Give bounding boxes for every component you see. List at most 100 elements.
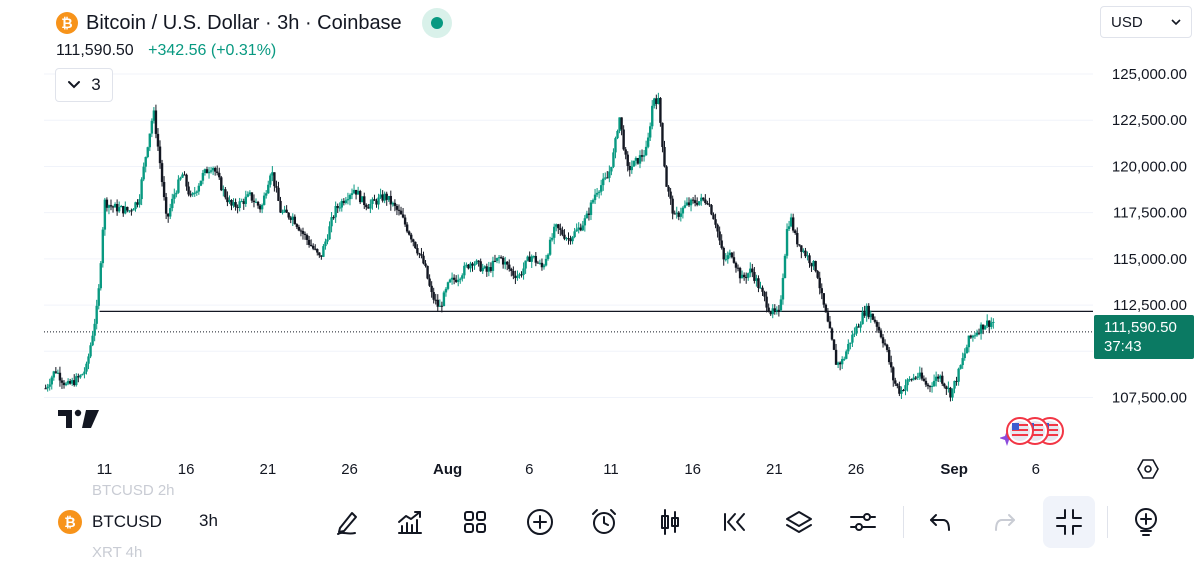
candle-body bbox=[693, 200, 697, 204]
indicators-toggle-button[interactable]: 3 bbox=[55, 68, 113, 102]
candle-body bbox=[941, 375, 944, 384]
ideas-bulb-icon bbox=[1135, 508, 1157, 536]
market-open-indicator[interactable] bbox=[421, 8, 452, 38]
candle-body bbox=[175, 192, 178, 195]
indicators-button[interactable] bbox=[390, 502, 430, 542]
candle-body bbox=[77, 376, 80, 378]
candle-body bbox=[826, 312, 830, 322]
candle-body bbox=[865, 305, 868, 316]
alert-button[interactable] bbox=[584, 502, 624, 542]
object-tree-button[interactable] bbox=[779, 502, 819, 542]
candle-body bbox=[158, 146, 162, 164]
ideas-button[interactable] bbox=[1126, 502, 1166, 542]
candle-body bbox=[738, 267, 742, 279]
symbol-search-button[interactable]: ₿ BTCUSD bbox=[58, 510, 162, 534]
candle-body bbox=[559, 228, 562, 230]
redo-button[interactable] bbox=[985, 502, 1025, 542]
candle-body bbox=[704, 199, 707, 203]
candle-body bbox=[287, 212, 290, 218]
candle-body bbox=[742, 274, 746, 278]
candle-body bbox=[391, 202, 395, 205]
candle-body bbox=[804, 250, 807, 257]
candle-body bbox=[387, 195, 390, 200]
candle-body bbox=[667, 186, 670, 192]
candle-body bbox=[928, 386, 932, 388]
candle-body bbox=[585, 213, 589, 219]
candle-body bbox=[967, 335, 971, 348]
tradingview-logo-icon[interactable] bbox=[58, 408, 100, 430]
candle-body bbox=[111, 206, 115, 208]
candle-body bbox=[301, 231, 305, 234]
candle-body bbox=[593, 194, 597, 201]
layouts-button[interactable] bbox=[455, 502, 495, 542]
candle-body bbox=[679, 213, 683, 217]
candle-body bbox=[479, 261, 482, 272]
candle-body bbox=[215, 171, 219, 173]
timeframe-button[interactable]: 3h bbox=[199, 511, 218, 530]
collapse-button[interactable] bbox=[1043, 496, 1095, 548]
candle-body bbox=[487, 267, 491, 272]
candle-body bbox=[473, 263, 476, 266]
candle-body bbox=[328, 226, 331, 240]
candle-body bbox=[953, 380, 956, 389]
candle-body bbox=[616, 130, 619, 139]
candle-body bbox=[224, 189, 227, 198]
candle-body bbox=[714, 219, 717, 225]
currency-select[interactable]: USD bbox=[1100, 6, 1192, 38]
price-chart[interactable]: 125,000.00 122,500.00 120,000.00 117,500.00… bbox=[0, 0, 1200, 490]
candle-body bbox=[97, 288, 100, 306]
candle-body bbox=[689, 199, 693, 206]
candle-body bbox=[307, 239, 311, 245]
candle-body bbox=[787, 226, 791, 230]
candle-body bbox=[857, 326, 860, 328]
candle-body bbox=[79, 375, 82, 378]
candle-body bbox=[369, 203, 372, 209]
candle-body bbox=[60, 380, 64, 383]
candle-body bbox=[350, 193, 354, 196]
candle-body bbox=[144, 157, 147, 167]
candle-body bbox=[430, 285, 433, 293]
candle-body bbox=[440, 305, 444, 307]
candle-body bbox=[524, 260, 527, 269]
candle-body bbox=[203, 169, 207, 173]
candle-body bbox=[332, 217, 335, 219]
undo-button[interactable] bbox=[920, 502, 960, 542]
candle-body bbox=[806, 255, 809, 257]
chart-type-button[interactable] bbox=[650, 502, 690, 542]
candle-body bbox=[52, 371, 56, 378]
candle-body bbox=[930, 385, 934, 387]
candle-body bbox=[277, 187, 280, 201]
candle-body bbox=[201, 172, 205, 181]
candle-body bbox=[779, 299, 783, 311]
candle-body bbox=[126, 206, 129, 211]
candle-body bbox=[730, 252, 734, 258]
drawing-tools-button[interactable] bbox=[328, 502, 368, 542]
candle-body bbox=[87, 356, 90, 364]
chart-title[interactable]: Bitcoin / U.S. Dollar · 3h · Coinbase bbox=[86, 11, 402, 34]
add-button[interactable] bbox=[520, 502, 560, 542]
candle-body bbox=[646, 137, 650, 147]
candle-body bbox=[555, 224, 558, 227]
candle-body bbox=[148, 133, 151, 148]
economic-events-icon[interactable] bbox=[1000, 416, 1068, 448]
candle-body bbox=[602, 178, 605, 186]
candle-body bbox=[68, 381, 72, 384]
replay-button[interactable] bbox=[714, 502, 754, 542]
candle-body bbox=[279, 200, 282, 213]
candle-body bbox=[783, 255, 787, 278]
candle-body bbox=[58, 372, 62, 381]
candle-body bbox=[544, 258, 548, 266]
candle-body bbox=[395, 205, 399, 210]
chart-settings-icon[interactable] bbox=[1137, 458, 1159, 480]
candle-body bbox=[338, 207, 341, 209]
candle-body bbox=[981, 324, 985, 330]
candle-body bbox=[761, 287, 764, 292]
chart-properties-button[interactable] bbox=[843, 502, 883, 542]
candle-body bbox=[117, 207, 121, 212]
chart-area[interactable]: 125,000.00 122,500.00 120,000.00 117,500.00… bbox=[0, 0, 1200, 490]
candle-body bbox=[867, 305, 870, 318]
candle-body bbox=[70, 380, 74, 384]
candle-body bbox=[361, 196, 364, 203]
candle-body bbox=[195, 191, 198, 193]
candle-body bbox=[526, 256, 529, 261]
